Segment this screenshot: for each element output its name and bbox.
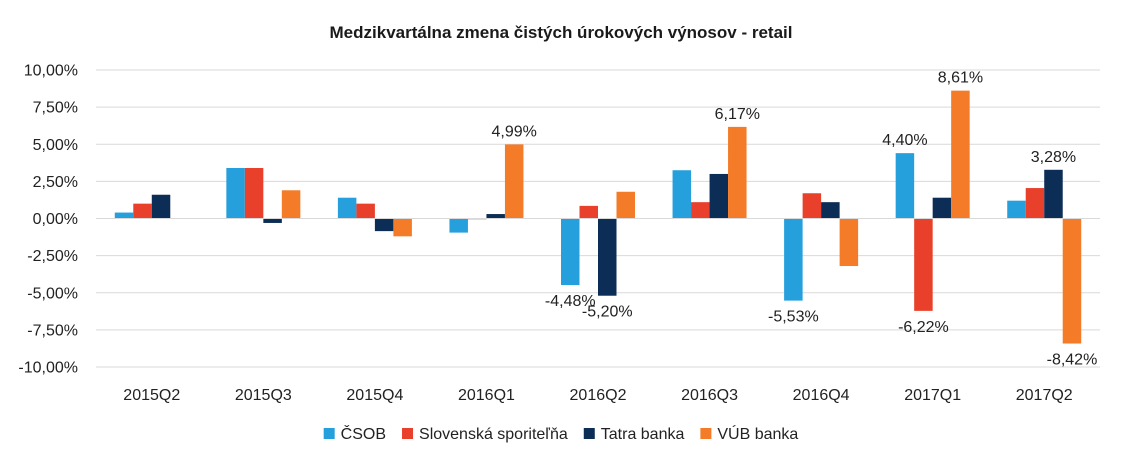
bar [839,218,859,267]
data-label: -6,22% [898,319,949,336]
data-label: 4,99% [492,123,537,140]
y-tick-label: 5,00% [33,137,78,154]
legend-item: ČSOB [323,424,386,443]
bar [504,144,524,219]
data-label: -8,42% [1047,352,1098,369]
x-tick-label: 2016Q2 [570,387,627,404]
bar [672,170,692,219]
legend-item: VÚB banka [700,424,798,443]
bar [263,218,282,223]
y-tick-label: -7,50% [27,322,78,339]
bar [951,90,970,219]
x-tick-label: 2017Q1 [904,387,961,404]
legend-swatch [700,428,712,439]
x-tick-label: 2015Q2 [123,387,180,404]
data-label: -5,20% [582,304,633,321]
x-tick-label: 2017Q2 [1016,387,1073,404]
y-axis-ticks: 10,00% 7,50% 5,00% 2,50% 0,00% -2,50% -5,00% -7… [18,63,78,377]
bar [691,202,710,219]
bar [133,203,152,219]
y-tick-label: 10,00% [24,63,78,80]
bar [821,202,840,219]
legend-swatch [402,428,414,439]
bar [244,168,264,219]
bar [728,126,747,219]
x-tick-label: 2015Q4 [346,387,403,404]
legend-item: Slovenská sporiteľňa [402,426,568,443]
bar [281,190,301,219]
bar [579,205,598,219]
bar [1062,218,1082,344]
y-tick-label: 7,50% [33,100,78,117]
data-label: 4,40% [882,132,927,149]
bar [914,218,933,311]
legend: ČSOB Slovenská sporiteľňa Tatra banka VÚB b… [323,424,798,443]
bar [616,191,635,219]
x-tick-label: 2016Q4 [793,387,850,404]
bars [114,90,1082,344]
chart-title: Medzikvartálna zmena čistých úrokových v… [330,23,793,42]
legend-swatch [583,428,595,439]
x-tick-label: 2016Q3 [681,387,738,404]
data-label: 6,17% [715,106,760,123]
bar [356,203,375,219]
data-labels: 4,99% -4,48%-5,20% 6,17% -5,53% 4,40% -6,22% 8… [492,70,1098,369]
y-tick-label: -2,50% [27,248,78,265]
bar [1044,169,1063,219]
bar [114,212,134,219]
bar [374,218,394,232]
x-axis-ticks: 2015Q2 2015Q3 2015Q4 2016Q1 2016Q2 2016Q3 2016… [123,387,1072,404]
bar [561,218,580,286]
legend-label: Slovenská sporiteľňa [419,426,568,443]
bar [1007,200,1026,219]
bar [393,218,412,237]
x-tick-label: 2015Q3 [235,387,292,404]
x-tick-label: 2016Q1 [458,387,515,404]
bar [932,197,952,219]
y-tick-label: 0,00% [33,211,78,228]
y-tick-label: -5,00% [27,285,78,302]
bar [151,194,171,219]
legend-label: Tatra banka [601,426,685,443]
bar [449,218,468,233]
bar [802,193,822,219]
data-label: -4,48% [545,293,596,310]
y-tick-label: -10,00% [18,360,78,377]
bar [337,197,357,219]
legend-label: VÚB banka [717,424,798,443]
bar [486,214,505,219]
data-label: 8,61% [938,70,983,87]
bar [598,218,617,296]
bar [709,173,729,219]
bar [1025,188,1045,219]
data-label: 3,28% [1031,149,1076,166]
legend-item: Tatra banka [583,426,685,443]
y-tick-label: 2,50% [33,174,78,191]
bar [784,218,803,301]
legend-swatch [323,428,335,439]
legend-label: ČSOB [341,424,386,443]
bar [895,153,915,219]
data-label: -5,53% [768,309,819,326]
bar [226,168,245,219]
